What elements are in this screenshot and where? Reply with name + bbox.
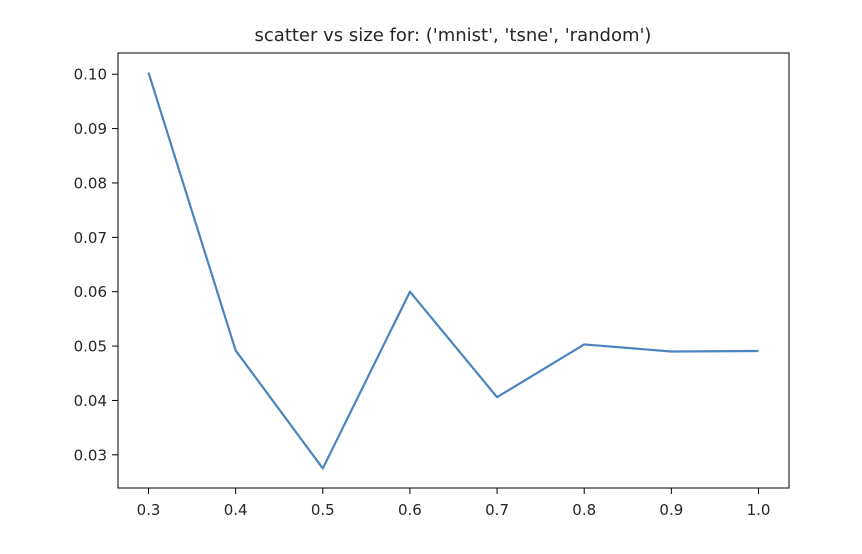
x-tick-label: 0.6 [398, 501, 422, 519]
y-tick-label: 0.06 [74, 283, 107, 301]
y-tick-label: 0.10 [74, 66, 107, 84]
x-tick-label: 0.9 [659, 501, 683, 519]
plot-series [147, 72, 759, 470]
y-tick-label: 0.03 [74, 446, 107, 464]
x-tick-label: 0.3 [137, 501, 161, 519]
x-tick-label: 0.4 [224, 501, 248, 519]
chart-title: scatter vs size for: ('mnist', 'tsne', '… [255, 25, 652, 46]
x-tick-label: 1.0 [747, 501, 771, 519]
y-tick-label: 0.07 [74, 229, 107, 247]
y-tick-label: 0.08 [74, 174, 107, 192]
y-tick-label: 0.04 [74, 392, 107, 410]
series-line [147, 72, 759, 470]
x-tick-label: 0.8 [572, 501, 596, 519]
y-tick-label: 0.05 [74, 338, 107, 356]
x-tick-label: 0.5 [311, 501, 335, 519]
y-tick-label: 0.09 [74, 120, 107, 138]
plot-frame [117, 52, 790, 489]
x-tick-label: 0.7 [485, 501, 509, 519]
y-axis: 0.03 0.04 0.05 0.06 0.07 0.08 0.09 0.10 [74, 66, 118, 464]
x-axis: 0.3 0.4 0.5 0.6 0.7 0.8 0.9 1.0 [137, 488, 771, 519]
